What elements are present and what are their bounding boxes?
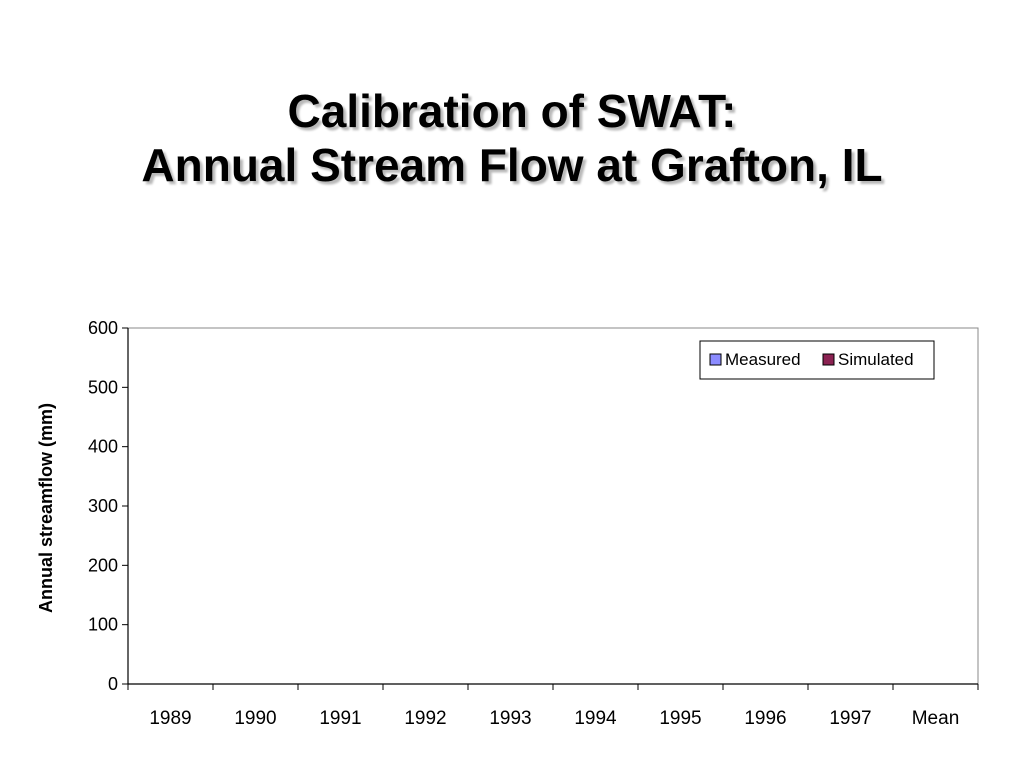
y-tick-label: 0 (108, 674, 118, 694)
x-tick-label: 1993 (489, 708, 531, 729)
legend-swatch-measured (709, 353, 722, 366)
legend-swatch-simulated (822, 353, 835, 366)
x-tick-label: Mean (912, 708, 960, 729)
legend-label-measured: Measured (725, 350, 801, 369)
slide-title: Calibration of SWAT: Annual Stream Flow … (0, 84, 1024, 192)
x-tick-label: 1994 (574, 708, 617, 729)
y-tick-label: 100 (88, 615, 118, 635)
y-tick-label: 200 (88, 555, 118, 575)
axes (122, 327, 979, 690)
y-tick-label: 400 (88, 437, 118, 457)
x-tick-label: 1991 (319, 708, 361, 729)
x-tick-label: 1990 (234, 708, 276, 729)
x-tick-label: 1989 (149, 708, 191, 729)
y-tick-label: 600 (88, 318, 118, 338)
legend-label-simulated: Simulated (838, 350, 914, 369)
y-tick-label: 500 (88, 377, 118, 397)
y-tick-label: 300 (88, 496, 118, 516)
legend: Measured Simulated (699, 340, 935, 380)
x-tick-label: 1995 (659, 708, 701, 729)
slide-title-line-1: Calibration of SWAT: (287, 85, 737, 137)
x-tick-label: 1996 (744, 708, 786, 729)
slide-title-line-2: Annual Stream Flow at Grafton, IL (141, 139, 883, 191)
axis-labels: 0 100 200 300 400 500 600 1989 1990 1991 1992 1993 1… (36, 318, 959, 729)
legend-box (699, 340, 935, 380)
y-axis-label: Annual streamflow (mm) (36, 403, 56, 613)
x-tick-label: 1997 (829, 708, 871, 729)
x-tick-label: 1992 (404, 708, 446, 729)
plot-area (127, 327, 979, 685)
